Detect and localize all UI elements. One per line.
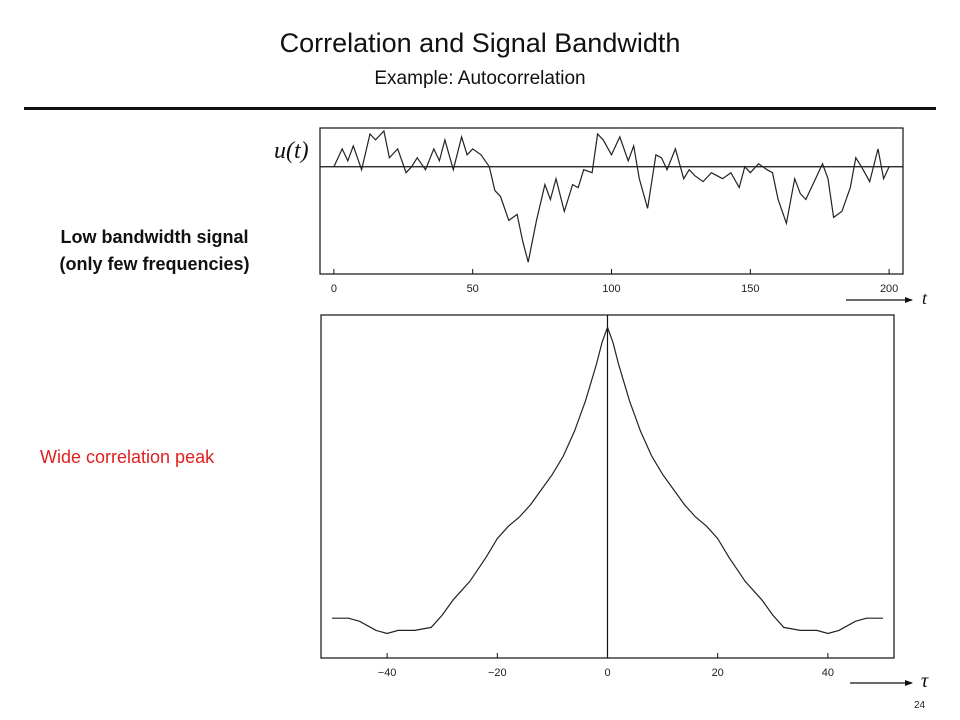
signal-x-ticks: 0 50 100 150 200	[331, 269, 898, 295]
slide-title: Correlation and Signal Bandwidth	[279, 28, 681, 58]
signal-description: Low bandwidth signal (only few frequenci…	[22, 224, 287, 278]
peak-annotation: Wide correlation peak	[40, 447, 215, 467]
signal-x-tick-label: 150	[741, 283, 759, 295]
autocorr-x-ticks: −40 −20 0 20 40	[378, 653, 834, 679]
signal-series-line	[333, 129, 890, 263]
slide-subtitle: Example: Autocorrelation	[374, 68, 586, 89]
title-divider	[24, 107, 936, 110]
signal-x-tick-label: 0	[331, 283, 337, 295]
autocorr-x-tick-label: −40	[378, 667, 397, 679]
autocorr-x-tick-label: −20	[488, 667, 507, 679]
autocorr-x-tick-label: 20	[712, 667, 724, 679]
t-axis-symbol: t	[922, 288, 928, 308]
signal-x-tick-label: 50	[467, 283, 479, 295]
page-number: 24	[914, 700, 926, 711]
autocorr-series-line	[332, 325, 883, 635]
autocorr-x-tick-label: 0	[604, 667, 610, 679]
signal-plot-frame	[319, 127, 904, 275]
signal-y-axis-label: u(t)	[274, 138, 309, 164]
tau-axis-symbol: τ	[921, 670, 929, 692]
signal-description-line2: (only few frequencies)	[59, 254, 250, 274]
autocorr-x-tick-label: 40	[822, 667, 834, 679]
signal-x-tick-label: 200	[880, 283, 898, 295]
signal-description-line1: Low bandwidth signal	[60, 227, 249, 247]
signal-x-tick-label: 100	[602, 283, 620, 295]
